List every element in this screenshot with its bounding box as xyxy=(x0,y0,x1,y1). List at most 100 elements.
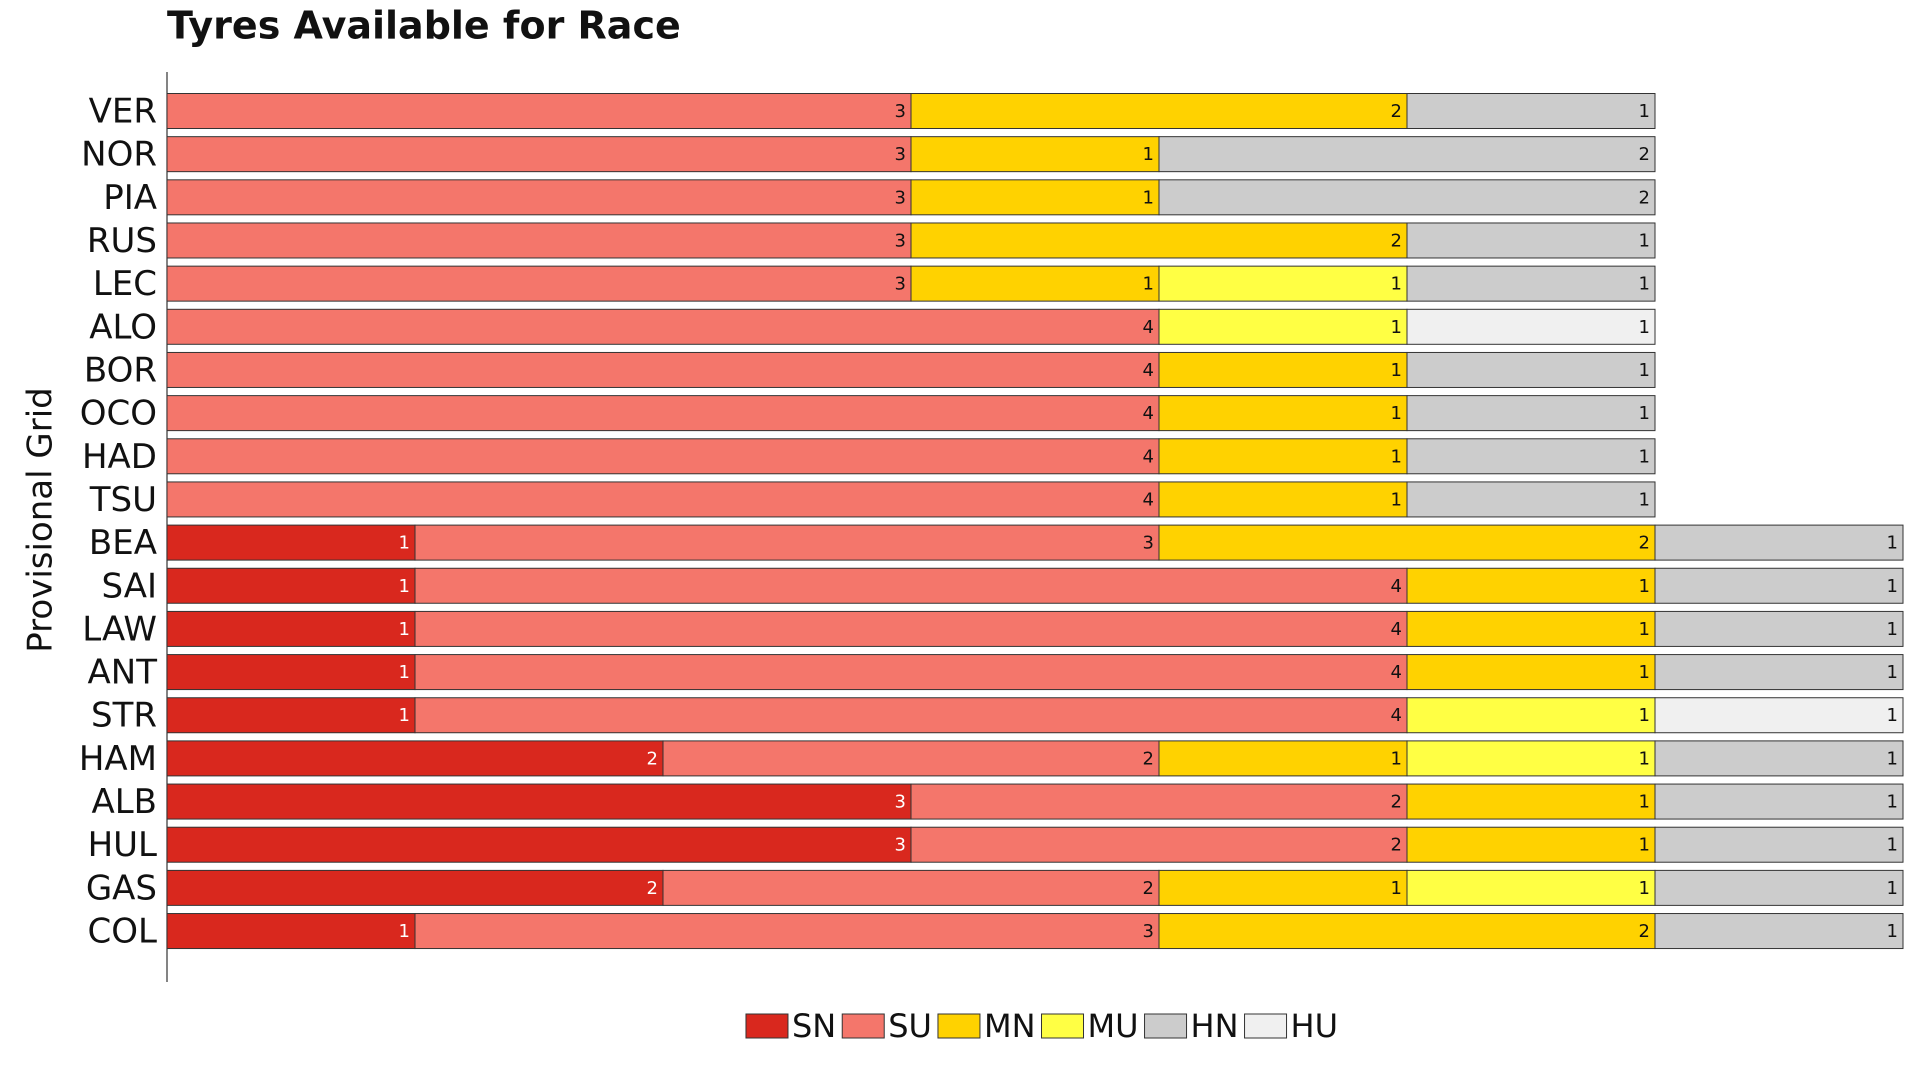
value-label: 2 xyxy=(1391,835,1402,856)
value-label: 1 xyxy=(399,921,410,942)
legend-item: HN xyxy=(1144,1007,1239,1045)
bar-segment xyxy=(1158,524,1656,561)
value-label: 1 xyxy=(399,705,410,726)
value-label: 4 xyxy=(1143,403,1154,424)
bar-segment xyxy=(1158,179,1656,216)
y-tick-label: HAM xyxy=(79,739,157,779)
value-label: 4 xyxy=(1143,446,1154,467)
bar-segment xyxy=(414,697,1408,734)
value-label: 1 xyxy=(1391,878,1402,899)
value-label: 1 xyxy=(1143,187,1154,208)
y-tick-label: BOR xyxy=(84,350,157,390)
y-tick-label: NOR xyxy=(81,135,157,175)
value-label: 1 xyxy=(1887,619,1898,640)
y-tick-label: COL xyxy=(88,912,158,952)
y-tick-label: OCO xyxy=(80,394,157,434)
value-label: 4 xyxy=(1143,317,1154,338)
chart-title: Tyres Available for Race xyxy=(167,4,681,48)
value-label: 1 xyxy=(1639,748,1650,769)
bar-segment xyxy=(1158,136,1656,173)
bar-segment xyxy=(1654,524,1904,561)
bar-segment xyxy=(1406,265,1656,302)
bar-segment xyxy=(414,610,1408,647)
legend-swatch xyxy=(745,1013,789,1039)
bar-segment xyxy=(1406,783,1656,820)
bar-segment xyxy=(1654,567,1904,604)
value-label: 4 xyxy=(1391,662,1402,683)
value-label: 3 xyxy=(895,187,906,208)
bar-segment xyxy=(1158,740,1408,777)
value-label: 1 xyxy=(1391,748,1402,769)
value-label: 4 xyxy=(1391,705,1402,726)
value-label: 2 xyxy=(1639,144,1650,165)
bar-segment xyxy=(910,783,1408,820)
value-label: 2 xyxy=(1391,230,1402,251)
bar-segment xyxy=(1654,697,1904,734)
value-label: 2 xyxy=(647,878,658,899)
y-tick-label: STR xyxy=(91,696,157,736)
value-label: 1 xyxy=(1391,360,1402,381)
bar-segment xyxy=(414,913,1160,950)
value-label: 4 xyxy=(1143,360,1154,381)
bar-segment xyxy=(1406,438,1656,475)
bar-segment xyxy=(166,783,912,820)
legend-item: SN xyxy=(745,1007,836,1045)
value-label: 1 xyxy=(1391,489,1402,510)
bar-segment xyxy=(1406,826,1656,863)
value-label: 1 xyxy=(1639,705,1650,726)
value-label: 2 xyxy=(1143,748,1154,769)
value-label: 4 xyxy=(1391,576,1402,597)
value-label: 1 xyxy=(1639,489,1650,510)
bar-segment xyxy=(910,222,1408,259)
bar-segment xyxy=(1654,654,1904,691)
value-label: 1 xyxy=(1887,576,1898,597)
y-tick-label: ALB xyxy=(91,782,157,822)
value-label: 1 xyxy=(1887,835,1898,856)
value-label: 1 xyxy=(1639,230,1650,251)
value-label: 1 xyxy=(1639,662,1650,683)
value-label: 1 xyxy=(1639,576,1650,597)
bar-segment xyxy=(1158,265,1408,302)
bar-segment xyxy=(166,697,416,734)
bar-segment xyxy=(1406,93,1656,129)
value-label: 1 xyxy=(1391,446,1402,467)
bar-segment xyxy=(166,740,664,777)
value-label: 1 xyxy=(1639,446,1650,467)
value-label: 3 xyxy=(1143,533,1154,554)
value-label: 1 xyxy=(1391,403,1402,424)
legend-item: HU xyxy=(1244,1007,1338,1045)
value-label: 3 xyxy=(895,274,906,295)
bar-segment xyxy=(1406,481,1656,518)
y-tick-label: SAI xyxy=(102,566,158,606)
y-tick-label: BEA xyxy=(89,523,157,563)
bar-segment xyxy=(1158,869,1408,906)
bar-segment xyxy=(910,265,1160,302)
y-tick-label: GAS xyxy=(86,868,157,908)
y-tick-label: LAW xyxy=(82,609,157,649)
bar-segment xyxy=(1406,869,1656,906)
value-label: 2 xyxy=(1639,187,1650,208)
bar-segment xyxy=(1654,610,1904,647)
value-label: 1 xyxy=(1639,101,1650,122)
bar-segment xyxy=(910,93,1408,129)
legend-swatch xyxy=(1244,1013,1288,1039)
bar-segment xyxy=(1654,869,1904,906)
bar-segment xyxy=(910,136,1160,173)
value-label: 2 xyxy=(1639,921,1650,942)
legend-label: SN xyxy=(792,1007,836,1045)
bar-segment xyxy=(166,395,1160,432)
bar-segment xyxy=(166,179,912,216)
bar-segment xyxy=(1158,438,1408,475)
bar-segment xyxy=(166,222,912,259)
y-tick-label: LEC xyxy=(93,264,157,304)
bar-segment xyxy=(1406,567,1656,604)
legend-swatch xyxy=(1144,1013,1188,1039)
legend-item: MN xyxy=(937,1007,1036,1045)
bar-segment xyxy=(1406,654,1656,691)
legend-item: SU xyxy=(841,1007,932,1045)
y-tick-label: PIA xyxy=(103,178,157,218)
bar-segment xyxy=(1654,826,1904,863)
bar-segment xyxy=(166,869,664,906)
